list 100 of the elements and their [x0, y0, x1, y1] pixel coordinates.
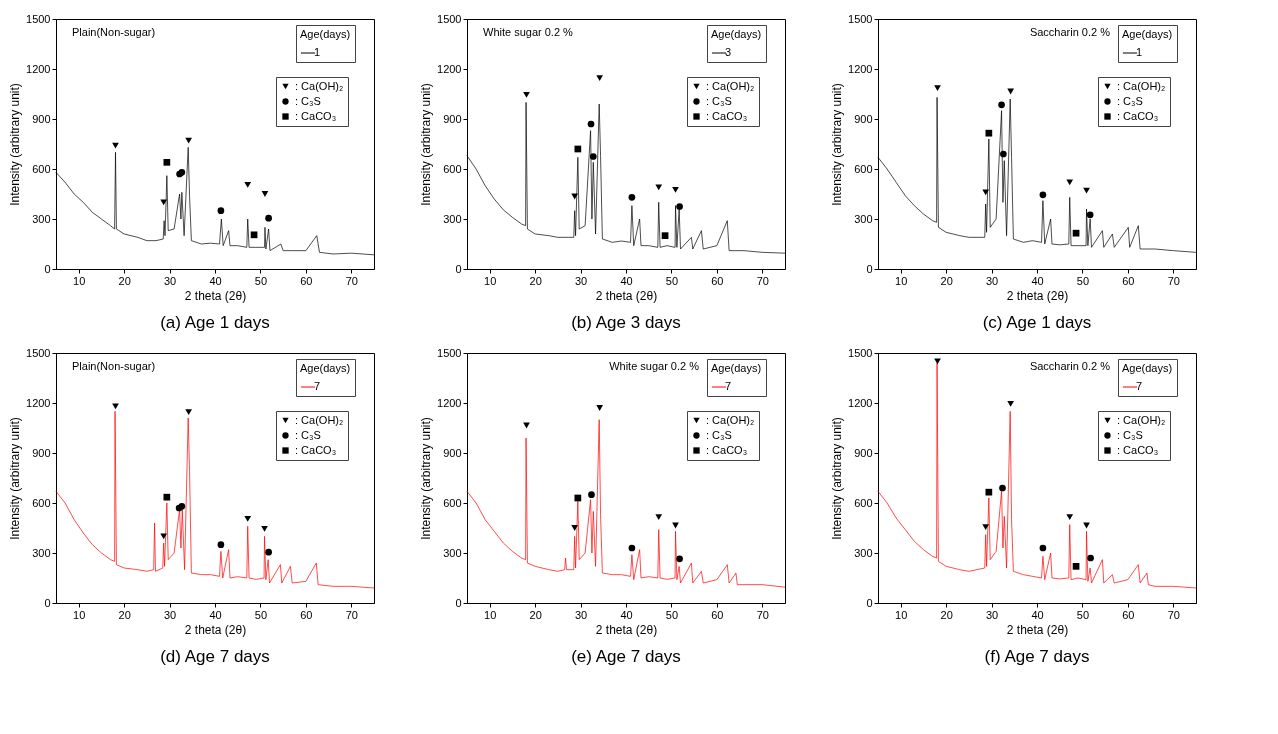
y-tick-label: 300 — [854, 546, 873, 559]
y-tick-label: 300 — [32, 546, 51, 559]
text: (e) Age 7 days — [571, 647, 681, 666]
x-tick-label: 70 — [756, 608, 769, 621]
x-tick-label: 30 — [574, 608, 588, 621]
annotation: White sugar 0.2 % — [483, 26, 574, 38]
x-tick-label: 20 — [940, 608, 953, 621]
legend-label: : Ca(OH)₂ — [295, 79, 344, 92]
y-axis-title: Intensity (arbitrary unit) — [8, 417, 23, 540]
x-axis-title: 2 theta (2θ) — [1006, 288, 1069, 303]
x-tick-label: 20 — [529, 608, 542, 621]
legend-label: : CaCO₃ — [706, 109, 748, 122]
y-tick-label: 600 — [32, 496, 51, 509]
legend-label: 3 — [724, 46, 731, 58]
legend-label: : Ca(OH)₂ — [1117, 79, 1166, 92]
y-tick-label: 300 — [32, 212, 51, 225]
legend-label: : C₃S — [295, 428, 321, 441]
legend-label: : Ca(OH)₂ — [1117, 413, 1166, 426]
x-tick-label: 60 — [1122, 274, 1135, 287]
x-tick-label: 40 — [620, 608, 633, 621]
legend-label: : CaCO₃ — [1117, 109, 1159, 122]
text: (d) Age 7 days — [160, 647, 270, 666]
y-tick-label: 900 — [854, 112, 873, 125]
x-tick-label: 10 — [484, 274, 497, 287]
y-tick-label: 0 — [44, 262, 51, 275]
y-tick-label: 1200 — [848, 396, 873, 409]
legend-label: 7 — [1135, 380, 1142, 392]
y-tick-label: 0 — [455, 596, 462, 609]
x-tick-label: 20 — [529, 274, 542, 287]
y-tick-label: 600 — [32, 162, 51, 175]
x-tick-label: 30 — [163, 274, 177, 287]
x-tick-label: 40 — [209, 274, 222, 287]
y-tick-label: 1200 — [437, 396, 462, 409]
y-tick-label: 600 — [443, 162, 462, 175]
legend-title: Age(days) — [711, 362, 762, 374]
legend-title: Age(days) — [300, 362, 351, 374]
legend-label: 1 — [1135, 46, 1142, 58]
y-tick-label: 0 — [44, 596, 51, 609]
x-tick-label: 70 — [1167, 608, 1180, 621]
y-tick-label: 600 — [854, 496, 873, 509]
y-axis-title: Intensity (arbitrary unit) — [830, 417, 845, 540]
annotation: Saccharin 0.2 % — [1029, 360, 1111, 372]
legend-label: : CaCO₃ — [295, 109, 337, 122]
x-axis-title: 2 theta (2θ) — [184, 622, 247, 637]
x-tick-label: 10 — [73, 608, 86, 621]
legend-label: 7 — [724, 380, 731, 392]
y-tick-label: 1500 — [848, 12, 873, 25]
x-tick-label: 10 — [895, 608, 908, 621]
x-tick-label: 30 — [163, 608, 177, 621]
legend-label: : C₃S — [1117, 428, 1143, 441]
legend-title: Age(days) — [1122, 362, 1173, 374]
legend-label: 1 — [313, 46, 320, 58]
x-tick-label: 60 — [300, 274, 313, 287]
y-tick-label: 900 — [443, 112, 462, 125]
y-tick-label: 900 — [443, 446, 462, 459]
y-tick-label: 300 — [443, 212, 462, 225]
x-tick-label: 60 — [1122, 608, 1135, 621]
x-tick-label: 50 — [1076, 274, 1090, 287]
legend-label: : C₃S — [706, 94, 732, 107]
x-axis-title: 2 theta (2θ) — [595, 288, 658, 303]
legend-label: : Ca(OH)₂ — [295, 413, 344, 426]
y-tick-label: 900 — [854, 446, 873, 459]
text: (b) Age 3 days — [571, 313, 681, 332]
x-tick-label: 50 — [254, 608, 268, 621]
y-tick-label: 900 — [32, 112, 51, 125]
annotation: Plain(Non-sugar) — [72, 360, 156, 372]
y-tick-label: 600 — [443, 496, 462, 509]
y-axis-title: Intensity (arbitrary unit) — [419, 83, 434, 206]
y-tick-label: 1500 — [437, 346, 462, 359]
y-axis-title: Intensity (arbitrary unit) — [830, 83, 845, 206]
x-tick-label: 60 — [711, 274, 724, 287]
y-tick-label: 1200 — [26, 396, 51, 409]
legend-label: : Ca(OH)₂ — [706, 79, 755, 92]
x-tick-label: 30 — [985, 274, 999, 287]
x-tick-label: 10 — [73, 274, 86, 287]
x-axis-title: 2 theta (2θ) — [1006, 622, 1069, 637]
y-tick-label: 1200 — [26, 62, 51, 75]
y-tick-label: 1500 — [437, 12, 462, 25]
x-tick-label: 10 — [895, 274, 908, 287]
y-axis-title: Intensity (arbitrary unit) — [8, 83, 23, 206]
legend-label: : C₃S — [295, 94, 321, 107]
x-tick-label: 40 — [209, 608, 222, 621]
y-tick-label: 0 — [866, 262, 873, 275]
x-tick-label: 20 — [118, 274, 131, 287]
x-tick-label: 30 — [574, 274, 588, 287]
x-tick-label: 30 — [985, 608, 999, 621]
x-tick-label: 50 — [665, 608, 679, 621]
x-axis-title: 2 theta (2θ) — [184, 288, 247, 303]
x-tick-label: 20 — [118, 608, 131, 621]
x-tick-label: 50 — [1076, 608, 1090, 621]
y-tick-label: 1200 — [848, 62, 873, 75]
legend-title: Age(days) — [300, 28, 351, 40]
x-tick-label: 50 — [254, 274, 268, 287]
x-tick-label: 40 — [1031, 608, 1044, 621]
y-tick-label: 900 — [32, 446, 51, 459]
legend-label: : Ca(OH)₂ — [706, 413, 755, 426]
y-tick-label: 0 — [866, 596, 873, 609]
x-tick-label: 20 — [940, 274, 953, 287]
text: (a) Age 1 days — [160, 313, 270, 332]
x-tick-label: 70 — [1167, 274, 1180, 287]
